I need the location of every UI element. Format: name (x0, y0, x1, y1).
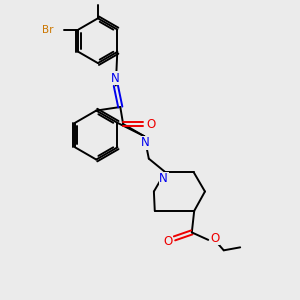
Text: N: N (141, 136, 149, 149)
Text: N: N (159, 172, 168, 185)
Text: O: O (210, 232, 219, 245)
Text: O: O (146, 118, 155, 130)
Text: N: N (111, 72, 120, 85)
Text: O: O (163, 235, 172, 248)
Text: Br: Br (42, 25, 53, 34)
